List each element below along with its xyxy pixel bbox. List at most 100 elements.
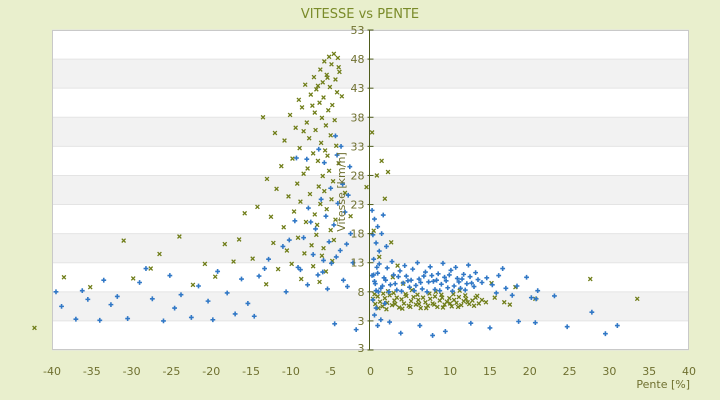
y-tick-label: 28 (351, 169, 365, 182)
scatter-point-blue (245, 301, 251, 306)
scatter-point-blue (305, 205, 311, 211)
scatter-point-blue (321, 258, 326, 263)
scatter-point-blue (564, 324, 570, 330)
scatter-point-blue (376, 261, 382, 267)
scatter-point-blue (528, 295, 534, 301)
chart-title: VITESSE vs PENTE (301, 7, 419, 22)
scatter-point-olive (320, 173, 326, 179)
scatter-point-olive (274, 186, 279, 192)
scatter-point-blue (79, 288, 85, 294)
scatter-point-blue (462, 287, 468, 293)
scatter-point-blue (137, 280, 142, 285)
scatter-point-blue (442, 274, 447, 280)
scatter-point-blue (467, 274, 473, 280)
grid-band (52, 117, 689, 147)
scatter-point-blue (347, 164, 353, 170)
scatter-point-olive (391, 290, 396, 296)
scatter-point-blue (380, 212, 386, 218)
scatter-point-olive (432, 294, 438, 299)
scatter-point-blue (524, 274, 529, 280)
scatter-point-blue (435, 271, 441, 277)
scatter-point-olive (311, 74, 317, 80)
scatter-point-olive (263, 281, 269, 287)
scatter-point-blue (280, 244, 286, 249)
scatter-point-olive (87, 284, 93, 290)
scatter-point-blue (382, 301, 388, 306)
scatter-point-olive (331, 237, 337, 243)
grid-band (52, 30, 689, 60)
scatter-point-olive (222, 241, 228, 247)
x-tick-label: 35 (642, 365, 656, 378)
scatter-point-olive (329, 61, 334, 67)
scatter-point-blue (335, 200, 341, 206)
grid-bands (52, 30, 689, 350)
scatter-point-blue (395, 274, 401, 280)
scatter-point-olive (315, 158, 321, 164)
scatter-point-olive (416, 301, 422, 307)
scatter-point-blue (468, 320, 474, 326)
scatter-point-blue (371, 256, 377, 262)
scatter-point-blue (53, 289, 59, 295)
scatter-point-blue (316, 146, 322, 152)
scatter-point-olive (379, 158, 385, 164)
stray-point-olive (32, 325, 37, 331)
scatter-point-blue (459, 276, 465, 282)
x-tick-label: -10 (282, 365, 300, 378)
scatter-point-blue (325, 286, 330, 292)
scatter-point-blue (294, 155, 299, 161)
scatter-point-blue (305, 282, 310, 288)
scatter-point-olive (298, 199, 303, 204)
scatter-point-blue (450, 288, 455, 294)
y-tick-label: 43 (351, 82, 365, 95)
scatter-point-olive (331, 51, 337, 57)
scatter-point-olive (306, 135, 312, 141)
scatter-point-blue (464, 281, 470, 287)
scatter-point-olive (278, 163, 284, 169)
scatter-point-blue (215, 269, 221, 274)
scatter-point-olive (384, 306, 389, 312)
scatter-point-olive (322, 148, 328, 153)
scatter-point-blue (332, 321, 338, 327)
x-tick-label: 20 (523, 365, 537, 378)
scatter-point-blue (374, 264, 380, 270)
scatter-point-olive (327, 84, 333, 90)
scatter-point-blue (411, 288, 417, 294)
scatter-point-blue (394, 287, 400, 293)
scatter-point-olive (301, 171, 306, 177)
scatter-point-blue (392, 281, 398, 287)
scatter-point-olive (268, 214, 274, 220)
scatter-point-blue (432, 287, 438, 292)
scatter-point-blue (535, 288, 541, 294)
scatter-point-olive (328, 227, 334, 233)
scatter-point-blue (440, 260, 446, 266)
scatter-point-olive (336, 160, 342, 166)
y-axis-edge-label: 3 (358, 342, 365, 355)
scatter-point-olive (202, 261, 208, 267)
scatter-point-blue (256, 273, 262, 279)
scatter-point-blue (205, 298, 211, 304)
scatter-point-blue (466, 262, 471, 268)
scatter-point-blue (424, 289, 430, 295)
scatter-point-olive (420, 295, 426, 300)
scatter-point-olive (483, 299, 489, 305)
scatter-point-blue (380, 283, 385, 289)
scatter-point-olive (314, 222, 320, 228)
scatter-point-blue (375, 323, 381, 328)
scatter-point-blue (438, 281, 444, 287)
scatter-point-blue (239, 276, 244, 282)
scatter-point-olive (319, 253, 325, 259)
scatter-point-olive (369, 130, 375, 135)
scatter-point-olive (415, 292, 420, 298)
scatter-point-olive (446, 295, 452, 301)
scatter-point-olive (325, 75, 330, 81)
scatter-point-blue (514, 283, 520, 289)
scatter-point-olive (321, 59, 327, 64)
scatter-point-olive (458, 302, 464, 308)
scatter-point-olive (61, 274, 67, 280)
y-tick-label: 48 (351, 53, 365, 66)
scatter-point-blue (496, 273, 502, 278)
scatter-point-blue (418, 280, 424, 285)
scatter-point-blue (461, 271, 467, 277)
scatter-point-blue (403, 273, 409, 279)
